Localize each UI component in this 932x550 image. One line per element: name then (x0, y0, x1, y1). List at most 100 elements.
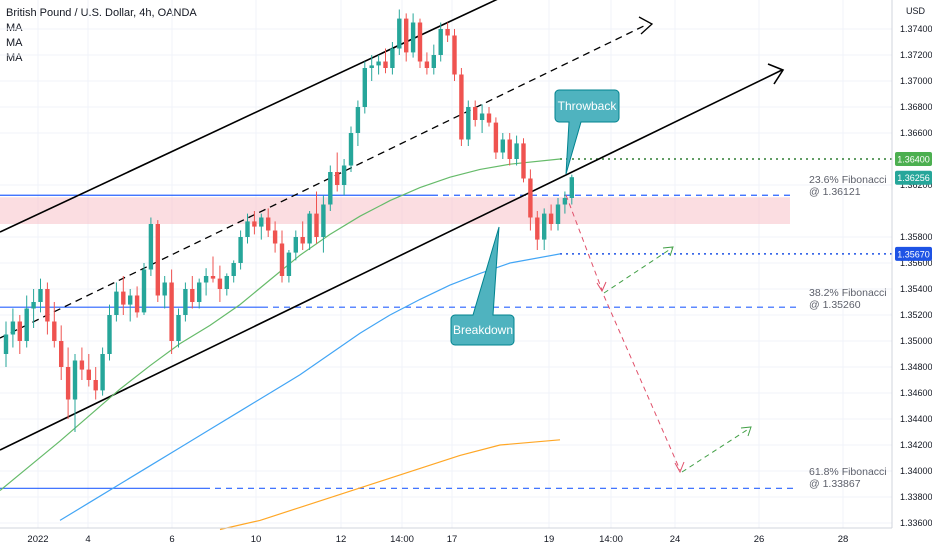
ma-indicator-1[interactable]: MA (6, 22, 23, 34)
ma-indicator-2[interactable]: MA (6, 37, 23, 49)
price-tag (895, 152, 932, 166)
candle-body (521, 143, 526, 179)
moving-averages (0, 158, 561, 531)
candle-body (397, 18, 402, 49)
candle-body (348, 133, 354, 166)
breakdown-callout (450, 226, 515, 346)
candle-body (404, 18, 409, 53)
breakdown-label: Breakdown (453, 323, 513, 337)
candle-body (279, 243, 285, 276)
candle-body (210, 276, 216, 279)
candle-body (3, 334, 9, 354)
x-tick-label: 26 (754, 534, 765, 545)
candle-body (162, 282, 167, 296)
projection-up-2 (681, 427, 751, 473)
candle-body (86, 369, 91, 380)
candle-body (72, 360, 78, 400)
y-tick-label: 1.37000 (900, 76, 932, 86)
y-tick-label: 1.34000 (900, 466, 932, 476)
symbol-title[interactable]: British Pound / U.S. Dollar, 4h, OANDA (6, 7, 197, 19)
candle-body (141, 269, 147, 313)
x-tick-label: 14:00 (390, 534, 414, 545)
candle-body (466, 107, 471, 140)
candle-body (266, 217, 271, 231)
candle-body (542, 213, 547, 240)
candle-body (562, 198, 568, 205)
y-tick-label: 1.34400 (900, 414, 932, 424)
currency-label: USD (906, 6, 926, 16)
candle-body (486, 113, 492, 123)
candle-body (176, 315, 181, 341)
price-tag (895, 246, 932, 261)
annotations: Throwback Breakdown (450, 89, 620, 346)
candle-body (362, 68, 367, 107)
candle-body (431, 55, 436, 68)
candle-body (100, 354, 105, 391)
fib-zones: 23.6% Fibonacci@ 1.36121 38.2% Fibonacci@… (0, 158, 892, 490)
candle-body (473, 107, 478, 120)
x-tick-label: 6 (169, 534, 174, 545)
candle-body (307, 213, 312, 244)
fib-label-0: 23.6% Fibonacci (809, 174, 887, 186)
x-tick-label: 19 (544, 534, 555, 545)
candle-body (328, 172, 333, 205)
candle-body (231, 263, 236, 276)
y-tick-label: 1.37200 (900, 50, 932, 60)
candle-body (197, 282, 202, 302)
candle-body (38, 289, 43, 302)
candle-body (445, 29, 450, 36)
x-tick-label: 10 (251, 534, 262, 545)
projection-down-2 (603, 295, 681, 471)
candle-body (31, 302, 36, 309)
candle-body (300, 237, 305, 244)
candle-body (183, 289, 188, 315)
candle-body (52, 321, 57, 341)
y-tick-label: 1.35200 (900, 310, 932, 320)
y-tick-label: 1.34200 (900, 440, 932, 450)
candle-body (155, 224, 160, 296)
x-tick-label: 17 (447, 534, 458, 545)
moving-average-line-3 (219, 439, 561, 531)
fib-value-1: @ 1.35260 (809, 299, 861, 311)
projection-up-2-head (740, 426, 752, 437)
projection-arrows (565, 194, 752, 474)
grid (0, 0, 892, 528)
candle-body (128, 295, 133, 305)
y-tick-label: 1.37400 (900, 24, 932, 34)
candle-body (376, 61, 381, 66)
y-tick-label: 1.34600 (900, 388, 932, 398)
candle-body (293, 237, 298, 253)
support-zone (0, 197, 790, 224)
candle-body (335, 172, 340, 185)
candle-body (217, 278, 223, 289)
fib-value-0: @ 1.36121 (809, 186, 861, 198)
moving-average-line-2 (59, 253, 561, 521)
lower-channel-arrowhead (767, 63, 785, 85)
candle-body (514, 143, 519, 159)
upper-channel-line (0, 0, 498, 233)
candle-body (507, 139, 512, 159)
candle-body (548, 213, 554, 224)
candle-body (452, 35, 457, 75)
candle-body (114, 291, 119, 315)
x-tick-label: 12 (336, 534, 347, 545)
y-tick-label: 1.33600 (900, 518, 932, 528)
candle-body (45, 289, 50, 322)
candle-body (121, 291, 126, 305)
candle-body (355, 107, 361, 133)
projection-up-1 (603, 247, 673, 294)
throwback-callout (554, 89, 620, 175)
candle-body (424, 61, 430, 68)
candle-body (134, 295, 140, 313)
candle-body (555, 204, 561, 224)
price-tag-label: 1.36400 (897, 155, 930, 165)
fib-label-1: 38.2% Fibonacci (809, 287, 887, 299)
y-tick-label: 1.33800 (900, 492, 932, 502)
projection-down-1-head (596, 281, 607, 293)
candle-body (59, 341, 64, 367)
fib-label-2: 61.8% Fibonacci (809, 466, 887, 478)
candle-body (479, 113, 485, 120)
mid-channel-line (0, 23, 649, 339)
